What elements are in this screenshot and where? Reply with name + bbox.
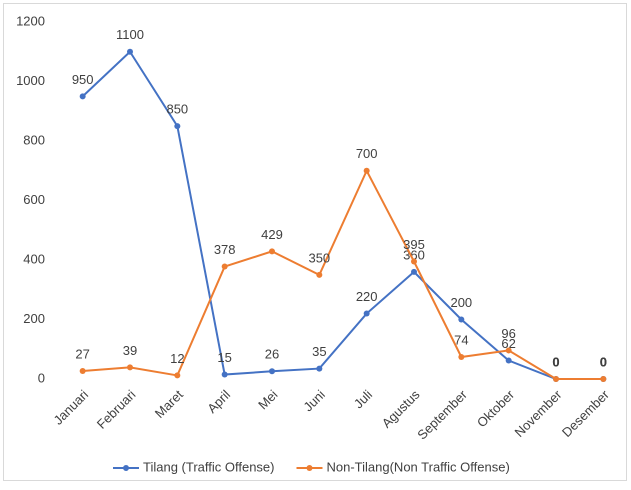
legend-label: Non-Tilang(Non Traffic Offense) <box>327 459 510 474</box>
point <box>269 368 275 375</box>
point <box>363 167 370 174</box>
point <box>458 316 465 323</box>
data-label: 15 <box>217 350 231 365</box>
data-label: 35 <box>312 344 326 359</box>
data-label: 700 <box>356 146 378 161</box>
legend-label: Tilang (Traffic Offense) <box>143 459 275 474</box>
point <box>505 347 512 354</box>
data-label: 850 <box>166 102 188 117</box>
point <box>553 376 559 382</box>
data-label: 0 <box>552 354 559 369</box>
point <box>600 376 607 382</box>
point <box>363 310 370 317</box>
point <box>411 268 417 275</box>
series-line <box>81 50 604 380</box>
y-tick-label: 600 <box>23 192 45 207</box>
point <box>79 93 86 100</box>
data-label: 200 <box>450 295 472 310</box>
data-label: 429 <box>261 227 283 242</box>
y-tick-label: 400 <box>23 251 45 266</box>
legend-marker <box>306 465 313 471</box>
series-line <box>82 168 604 380</box>
data-label: 350 <box>308 250 330 265</box>
point <box>316 365 323 372</box>
y-tick-label: 1000 <box>16 73 45 88</box>
data-label: 0 <box>552 354 559 369</box>
point <box>411 258 417 265</box>
data-label: 1100 <box>116 27 144 42</box>
legend-marker <box>123 465 129 471</box>
point <box>458 353 465 360</box>
data-label: 74 <box>454 332 468 347</box>
y-tick-label: 200 <box>23 311 45 326</box>
data-label: 27 <box>75 346 89 361</box>
point <box>127 364 133 371</box>
data-label: 950 <box>72 72 94 87</box>
data-label: 26 <box>265 347 279 362</box>
data-label: 96 <box>501 326 515 341</box>
y-tick-label: 1200 <box>16 13 45 28</box>
point <box>221 263 228 270</box>
point <box>316 271 323 278</box>
point <box>221 371 228 378</box>
data-label: 39 <box>123 343 137 358</box>
data-label: 220 <box>356 289 378 304</box>
data-label: 0 <box>600 354 607 369</box>
point <box>127 48 133 55</box>
point <box>505 357 512 364</box>
data-label: 62 <box>501 336 515 351</box>
point <box>269 248 275 255</box>
data-label: 378 <box>214 242 236 257</box>
point <box>174 372 181 379</box>
y-tick-label: 0 <box>38 370 45 385</box>
y-tick-label: 800 <box>23 132 45 147</box>
chart-frame <box>3 3 627 481</box>
data-label: 0 <box>600 354 607 369</box>
point <box>174 123 181 130</box>
data-label: 395 <box>403 237 425 252</box>
point <box>79 367 86 374</box>
data-label: 12 <box>170 351 184 366</box>
